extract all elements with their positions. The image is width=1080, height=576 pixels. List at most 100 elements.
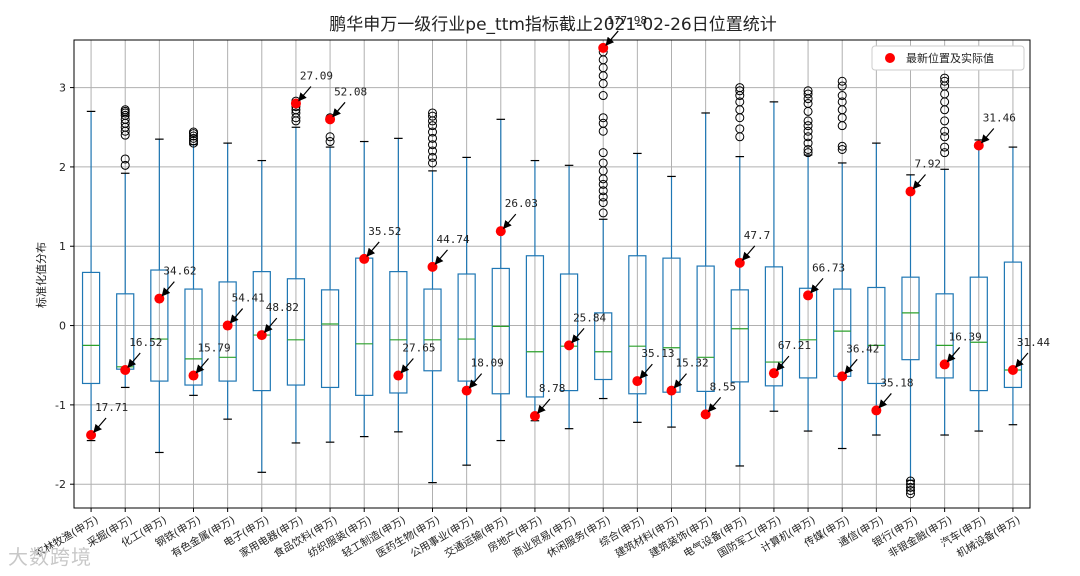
y-tick-label: 1 — [59, 240, 66, 253]
outlier-point — [598, 208, 608, 218]
outlier-point — [803, 148, 813, 158]
outlier-point — [906, 486, 915, 496]
outlier-point — [837, 76, 847, 86]
outlier-point — [940, 73, 950, 83]
box-rect — [867, 286, 886, 385]
box-rect — [81, 271, 101, 385]
y-tick-label: -1 — [55, 399, 66, 412]
annotation-arrow — [93, 417, 107, 433]
outlier-point — [189, 133, 198, 143]
outlier-point — [735, 86, 745, 96]
box-rect — [559, 273, 579, 392]
box-25 — [901, 174, 920, 499]
annotation-arrow — [742, 245, 756, 261]
data-label: 15.79 — [198, 342, 231, 355]
box-21 — [764, 101, 784, 412]
outlier-point — [803, 86, 813, 96]
annotation-arrow — [776, 355, 790, 372]
annotation-arrow — [503, 213, 517, 230]
y-tick-label: 3 — [59, 82, 66, 95]
outlier-point — [735, 97, 745, 107]
outlier-point — [598, 198, 608, 208]
outlier-point — [120, 154, 130, 164]
data-label: 54.41 — [232, 292, 265, 305]
annotation-arrow — [298, 86, 312, 102]
outlier-point — [428, 133, 437, 143]
outlier-point — [940, 142, 950, 152]
box-17 — [628, 152, 647, 423]
legend-marker — [885, 53, 895, 63]
data-label: 16.39 — [949, 330, 982, 343]
y-tick-label: 2 — [59, 161, 66, 174]
annotation-arrow — [844, 358, 858, 375]
data-label: 67.21 — [778, 339, 811, 352]
outlier-point — [428, 108, 437, 118]
box-rect — [1003, 261, 1023, 389]
box-rect — [764, 266, 784, 387]
outlier-point — [803, 144, 813, 154]
outlier-point — [906, 476, 915, 486]
outlier-point — [837, 91, 847, 101]
box-rect — [628, 255, 647, 395]
data-label: 52.08 — [334, 85, 367, 98]
outlier-point — [803, 89, 813, 99]
y-tick-label: 0 — [59, 320, 66, 333]
legend-box — [871, 45, 1025, 71]
box-rect — [150, 269, 169, 382]
box-27 — [969, 139, 988, 432]
outlier-point — [120, 110, 130, 120]
outlier-point — [803, 132, 813, 142]
outlier-point — [735, 83, 745, 93]
annotation-arrow — [161, 281, 175, 297]
chart-title: 鹏华申万一级行业pe_ttm指标截止2021-02-26日位置统计 — [329, 15, 776, 35]
data-label: 34.62 — [163, 265, 196, 278]
outlier-point — [940, 116, 950, 126]
data-label: 27.09 — [300, 69, 333, 82]
outlier-point — [837, 97, 847, 107]
annotation-arrow — [400, 358, 414, 374]
outlier-point — [940, 76, 950, 86]
data-label: 17.71 — [95, 401, 128, 414]
box-rect — [457, 273, 476, 382]
outlier-point — [803, 98, 813, 108]
outlier-point — [940, 126, 950, 136]
box-rect — [286, 278, 306, 386]
box-16 — [594, 47, 613, 400]
axes-frame — [73, 39, 1031, 509]
outlier-point — [189, 138, 198, 148]
annotation-arrow — [264, 317, 278, 333]
outlier-point — [940, 148, 950, 158]
box-rect — [218, 281, 237, 382]
data-label: 18.09 — [471, 357, 504, 370]
outlier-point — [837, 144, 847, 154]
annotation-arrow — [981, 128, 995, 144]
data-label: 177.98 — [607, 14, 647, 27]
annotation-arrow — [366, 241, 380, 257]
outlier-point — [428, 152, 437, 162]
box-1 — [81, 110, 101, 442]
data-label: 35.52 — [368, 225, 401, 238]
data-label: 48.82 — [266, 301, 299, 314]
outlier-point — [428, 158, 437, 168]
box-11 — [423, 108, 442, 484]
box-rect — [798, 287, 818, 379]
data-label: 47.7 — [744, 229, 771, 242]
box-rect — [696, 265, 715, 392]
box-rect — [525, 255, 545, 398]
data-label: 35.13 — [641, 347, 674, 360]
outlier-point — [598, 113, 608, 123]
box-4 — [184, 127, 203, 396]
outlier-point — [837, 141, 847, 151]
outlier-point — [803, 116, 813, 126]
outlier-point — [735, 124, 745, 134]
annotation-arrow — [673, 373, 687, 389]
box-10 — [389, 137, 408, 433]
outlier-point — [428, 146, 437, 156]
data-label: 35.18 — [880, 376, 913, 389]
box-rect — [901, 276, 920, 361]
watermark-logo: 大数跨境 — [8, 545, 92, 569]
outlier-point — [189, 136, 198, 146]
box-28 — [1003, 146, 1023, 426]
data-label: 66.73 — [812, 261, 845, 274]
